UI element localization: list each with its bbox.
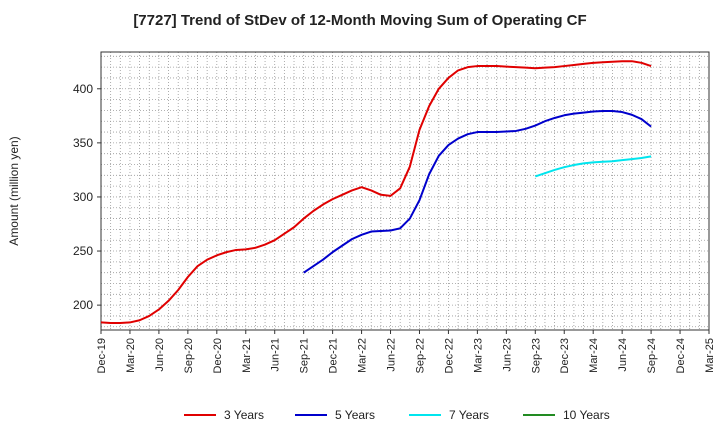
legend-label: 10 Years bbox=[563, 408, 610, 422]
x-tick-label: Dec-21 bbox=[328, 338, 340, 373]
x-tick-label: Jun-22 bbox=[386, 338, 398, 372]
x-tick-label: Dec-23 bbox=[559, 338, 571, 373]
x-tick-label: Sep-22 bbox=[414, 338, 426, 373]
legend-item-10-years: 10 Years bbox=[523, 405, 610, 425]
x-tick-label: Dec-24 bbox=[675, 338, 687, 373]
y-tick-label: 350 bbox=[73, 136, 93, 150]
legend-swatch bbox=[409, 414, 441, 416]
legend-swatch bbox=[295, 414, 327, 416]
x-tick-label: Mar-21 bbox=[241, 338, 253, 373]
legend-item-7-years: 7 Years bbox=[409, 405, 489, 425]
x-tick-label: Sep-21 bbox=[299, 338, 311, 373]
chart-title: [7727] Trend of StDev of 12-Month Moving… bbox=[133, 12, 587, 29]
x-tick-label: Mar-20 bbox=[125, 338, 137, 373]
x-tick-label: Dec-22 bbox=[443, 338, 455, 373]
x-tick-label: Sep-24 bbox=[646, 338, 658, 373]
x-tick-label: Sep-23 bbox=[530, 338, 542, 373]
y-axis-ticks: 200 250 300 350 400 bbox=[73, 82, 101, 312]
grid bbox=[100, 52, 710, 330]
legend-swatch bbox=[523, 414, 555, 416]
series-line-5-years bbox=[303, 109, 652, 274]
legend-item-5-years: 5 Years bbox=[295, 405, 375, 425]
legend-label: 3 Years bbox=[224, 408, 265, 422]
legend-swatch bbox=[184, 414, 216, 416]
x-tick-label: Jun-21 bbox=[270, 338, 282, 372]
x-tick-label: Jun-20 bbox=[154, 338, 166, 372]
x-tick-label: Mar-23 bbox=[472, 338, 484, 373]
y-tick-label: 400 bbox=[73, 82, 93, 96]
x-tick-label: Sep-20 bbox=[183, 338, 195, 373]
plot-background bbox=[101, 52, 709, 330]
plot-frame bbox=[100, 51, 710, 331]
x-tick-label: Jun-23 bbox=[501, 338, 513, 372]
x-tick-label: Dec-19 bbox=[96, 338, 108, 373]
y-tick-label: 200 bbox=[73, 298, 93, 312]
x-axis-ticks: Dec-19 Mar-20 Jun-20 Sep-20 Dec-20 Mar-21 Jun-… bbox=[96, 330, 716, 373]
x-tick-label: Mar-22 bbox=[357, 338, 369, 373]
y-tick-label: 300 bbox=[73, 190, 93, 204]
series-layer bbox=[100, 60, 652, 324]
y-tick-label: 250 bbox=[73, 244, 93, 258]
x-tick-label: Mar-25 bbox=[704, 338, 716, 373]
legend: 3 Years 5 Years 7 Years 10 Years bbox=[0, 405, 720, 425]
y-axis-label: Amount (million yen) bbox=[7, 136, 21, 245]
series-line-7-years bbox=[534, 155, 652, 178]
legend-item-3-years: 3 Years bbox=[184, 405, 264, 425]
x-tick-label: Jun-24 bbox=[617, 338, 629, 372]
legend-label: 7 Years bbox=[449, 408, 490, 422]
legend-label: 5 Years bbox=[335, 408, 376, 422]
x-tick-label: Mar-24 bbox=[588, 338, 600, 373]
x-tick-label: Dec-20 bbox=[212, 338, 224, 373]
series-line-3-years bbox=[100, 60, 652, 324]
